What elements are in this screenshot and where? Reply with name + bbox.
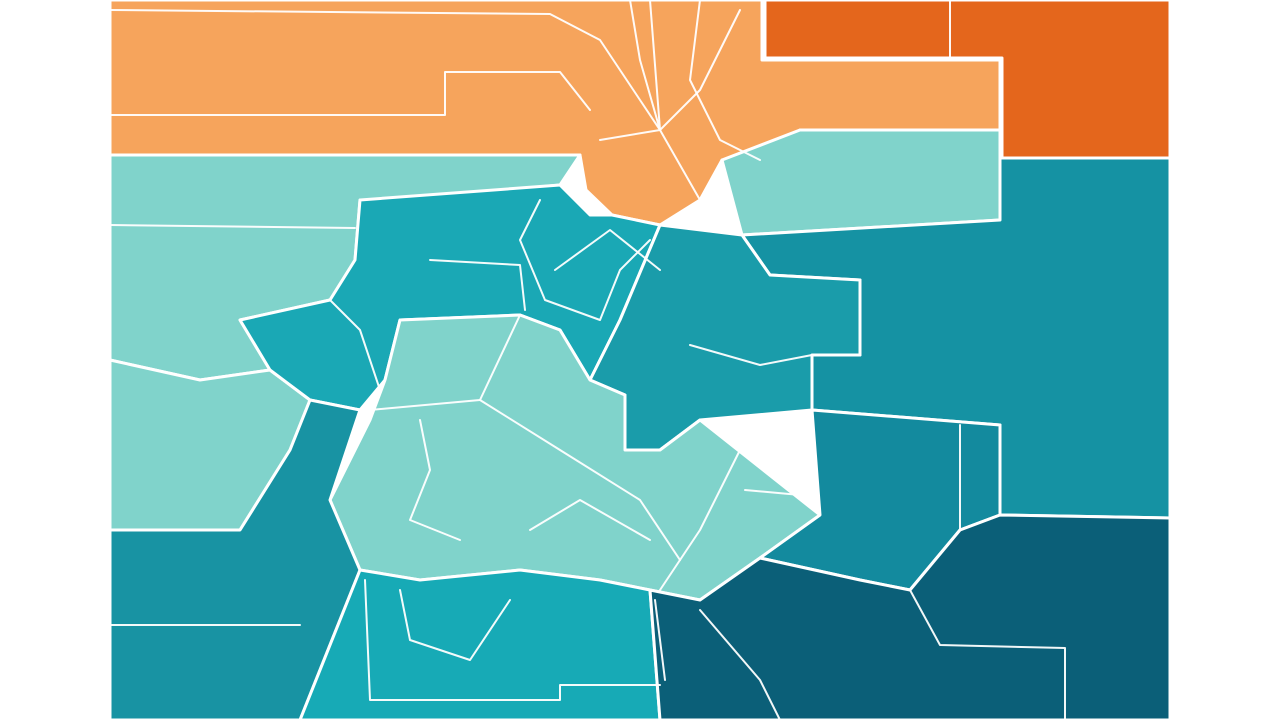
region — [108, 398, 362, 720]
boundary — [479, 399, 681, 561]
boundary — [429, 259, 526, 311]
boundary — [909, 589, 1066, 720]
boundary — [369, 314, 521, 411]
boundary — [654, 599, 666, 681]
boundary — [629, 0, 661, 131]
boundary — [364, 579, 661, 701]
boundary — [554, 229, 661, 271]
boundary — [399, 589, 511, 661]
boundary — [109, 224, 356, 229]
boundary — [409, 419, 461, 541]
boundary — [599, 9, 741, 141]
regions — [108, 0, 1172, 720]
boundary — [529, 499, 651, 541]
boundaries — [109, 0, 1066, 720]
boundary — [659, 449, 741, 591]
boundary — [699, 609, 781, 720]
boundary — [329, 299, 381, 391]
boundary — [109, 71, 591, 116]
region — [720, 128, 1002, 237]
boundary — [744, 489, 801, 496]
boundary — [519, 199, 651, 321]
boundary — [689, 344, 813, 366]
boundary — [109, 9, 701, 201]
boundary — [689, 0, 761, 161]
